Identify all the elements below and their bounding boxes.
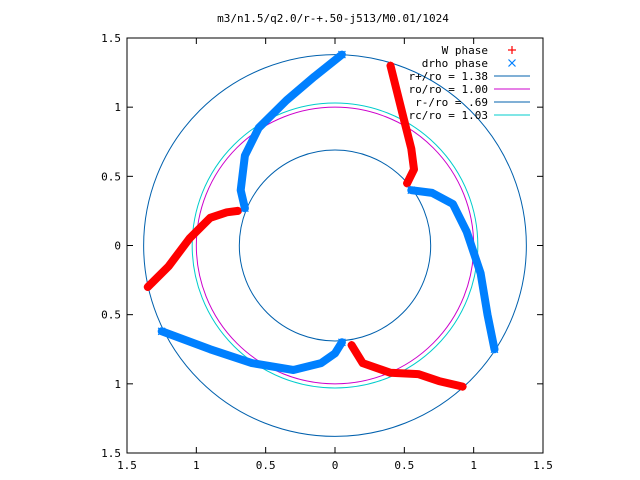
legend-label: r-/ro = .69 <box>415 96 488 109</box>
legend-swatch <box>508 59 516 67</box>
phase-arm <box>236 50 346 213</box>
phase-point <box>490 345 499 354</box>
circle-0.69 <box>238 149 432 342</box>
legend-label: r+/ro = 1.38 <box>409 70 488 83</box>
y-tick-label: 1.5 <box>101 32 121 45</box>
y-tick-label: 0.5 <box>101 170 121 183</box>
phase-point <box>143 283 152 291</box>
circle-1.03 <box>191 102 479 389</box>
phase-point <box>338 338 346 347</box>
y-tick-label: 1.5 <box>101 447 121 460</box>
series-layer <box>143 50 527 437</box>
x-tick-label: 1 <box>193 459 200 472</box>
phase-arm <box>157 327 346 374</box>
phase-point <box>403 179 412 188</box>
x-tick-label: 0 <box>332 459 339 472</box>
x-tick-label: 1.5 <box>117 459 137 472</box>
y-tick-label: 0.5 <box>101 309 121 322</box>
legend-label: W phase <box>442 44 488 57</box>
x-tick-label: 1 <box>470 459 477 472</box>
y-tick-label: 1 <box>114 378 121 391</box>
phase-point <box>157 327 166 336</box>
drho-phase-series <box>157 50 499 374</box>
phase-arm <box>407 186 499 354</box>
phase-arm <box>347 341 467 391</box>
legend-label: ro/ro = 1.00 <box>409 83 488 96</box>
phase-point <box>240 204 249 213</box>
phase-point <box>407 186 416 195</box>
phase-point <box>233 206 242 215</box>
x-tick-label: 0.5 <box>394 459 414 472</box>
circle-1 <box>195 106 475 385</box>
y-tick-label: 1 <box>114 101 121 114</box>
x-tick-label: 0.5 <box>256 459 276 472</box>
phase-point <box>458 382 467 391</box>
x-tick-label: 1.5 <box>533 459 553 472</box>
chart-title: m3/n1.5/q2.0/r-+.50-j513/M0.01/1024 <box>217 12 449 25</box>
legend-label: rc/ro = 1.03 <box>409 109 488 122</box>
ticks-layer: 1.5 1 0.5 0 0.5 1 1.51.510.500.511.5 <box>101 32 553 472</box>
phase-arm <box>386 61 418 188</box>
phase-point <box>386 61 395 70</box>
circle-1.38 <box>143 54 527 437</box>
phase-arm <box>143 206 242 291</box>
phase-point <box>347 341 356 350</box>
legend-label: drho phase <box>422 57 488 70</box>
y-tick-label: 0 <box>114 240 121 253</box>
w-phase-series <box>143 61 467 391</box>
phase-point <box>338 50 346 59</box>
